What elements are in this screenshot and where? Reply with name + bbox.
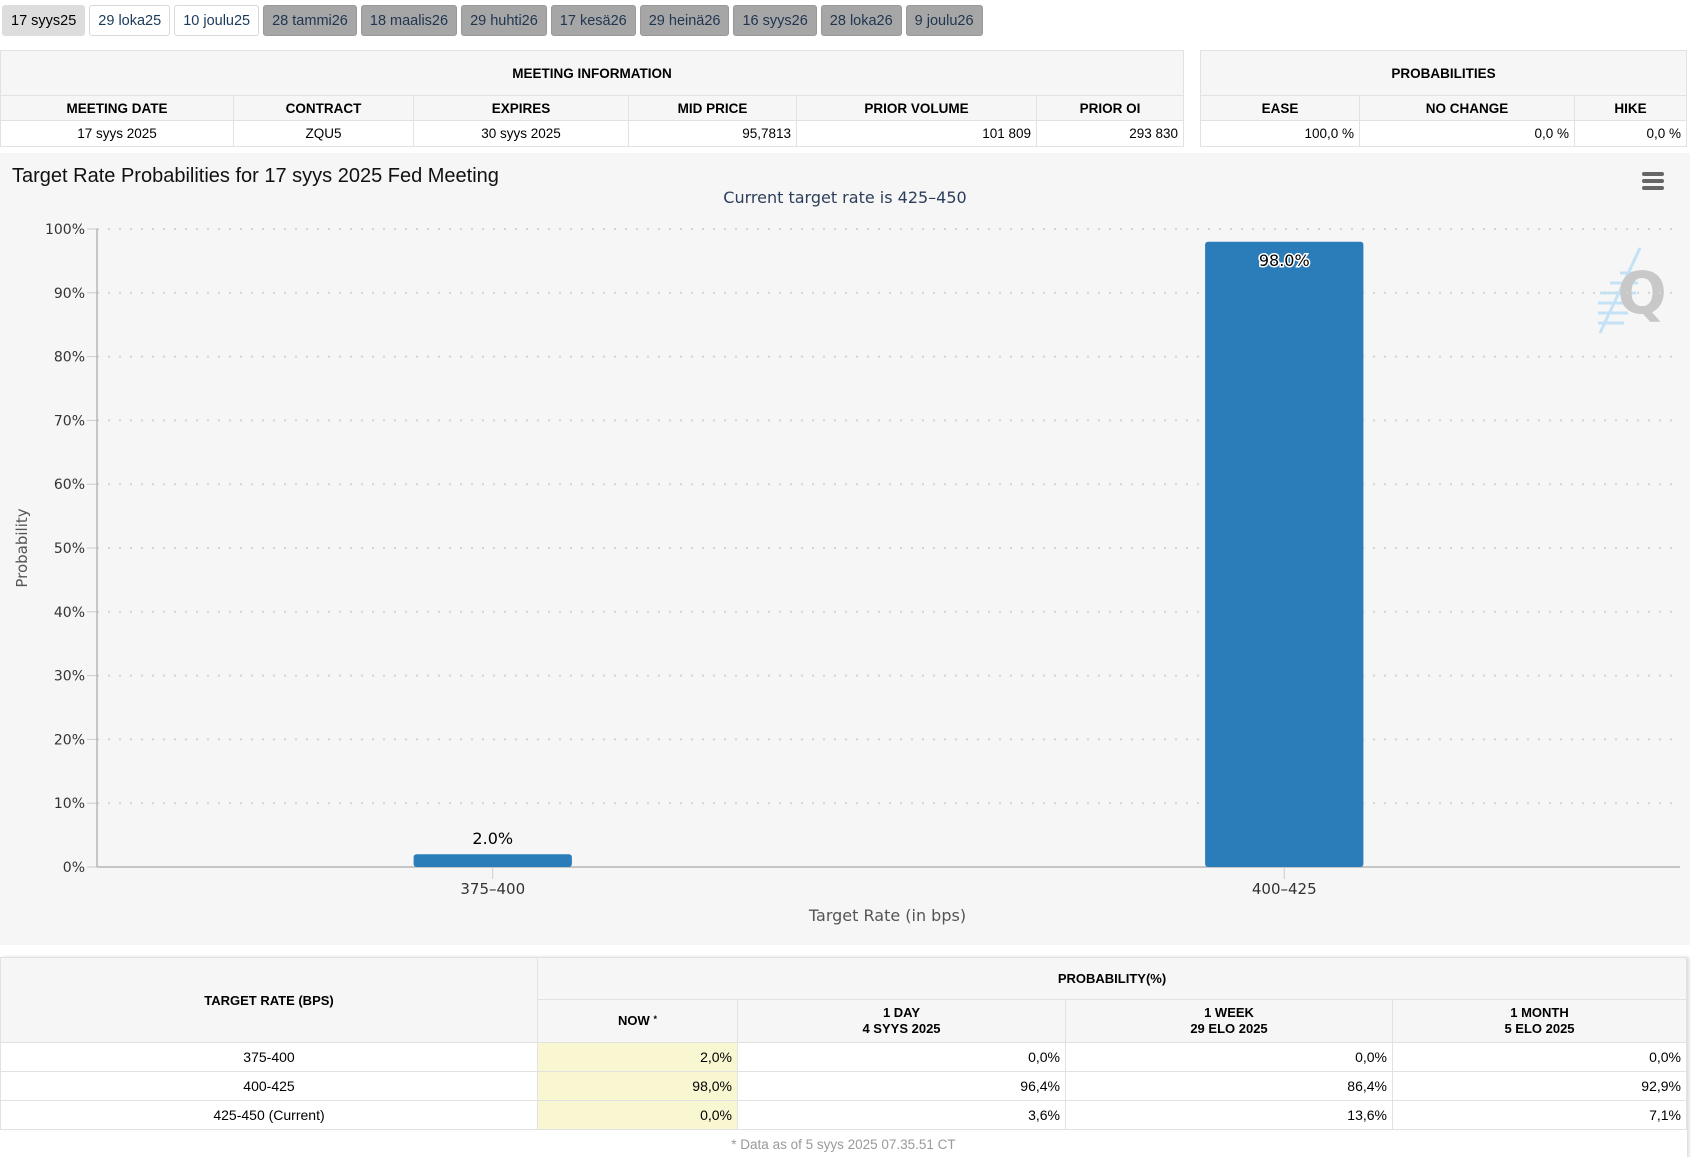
x-axis-title: Target Rate (in bps) bbox=[808, 906, 966, 925]
y-tick-label: 100% bbox=[45, 222, 85, 238]
chart-subtitle: Current target rate is 425–450 bbox=[723, 188, 966, 207]
col-header-1-day: 1 DAY 4 SYYS 2025 bbox=[737, 999, 1066, 1043]
probabilities-table: PROBABILITIES EASE NO CHANGE HIKE 100,0 … bbox=[1200, 50, 1687, 147]
meeting-information-table: MEETING INFORMATION MEETING DATE CONTRAC… bbox=[0, 50, 1184, 147]
x-tick-label: 375–400 bbox=[460, 880, 525, 898]
1-week-probability-cell: 13,6% bbox=[1065, 1100, 1393, 1130]
target-rate-chart: Target Rate Probabilities for 17 syys 20… bbox=[0, 153, 1690, 945]
chart-menu-icon[interactable] bbox=[1642, 172, 1664, 190]
tab-meeting-date[interactable]: 29 heinä26 bbox=[639, 5, 730, 36]
col-header-target-rate: TARGET RATE (BPS) bbox=[0, 957, 538, 1043]
col-header-1-week: 1 WEEK 29 ELO 2025 bbox=[1065, 999, 1393, 1043]
col-header-date: 4 SYYS 2025 bbox=[862, 1021, 941, 1036]
bar[interactable] bbox=[413, 854, 572, 867]
target-rate-probability-table: TARGET RATE (BPS) PROBABILITY(%) NOW * 1… bbox=[0, 957, 1687, 1157]
meeting-information-heading: MEETING INFORMATION bbox=[0, 50, 1184, 96]
col-header-date: 29 ELO 2025 bbox=[1190, 1021, 1268, 1036]
contract-value: ZQU5 bbox=[233, 120, 414, 147]
y-tick-label: 50% bbox=[54, 541, 85, 557]
chart-title: Target Rate Probabilities for 17 syys 20… bbox=[12, 165, 499, 187]
data-timestamp-footnote: * Data as of 5 syys 2025 07.35.51 CT bbox=[0, 1129, 1687, 1157]
col-header-now-label: NOW bbox=[618, 1013, 650, 1028]
tab-meeting-date[interactable]: 29 loka25 bbox=[89, 5, 171, 36]
mid-price-value: 95,7813 bbox=[628, 120, 797, 147]
col-header-label: 1 WEEK bbox=[1204, 1005, 1254, 1020]
tab-meeting-date[interactable]: 28 tammi26 bbox=[263, 5, 357, 36]
col-header-hike: HIKE bbox=[1574, 95, 1687, 121]
col-header-label: 1 DAY bbox=[882, 1005, 921, 1020]
col-header-1-month: 1 MONTH 5 ELO 2025 bbox=[1392, 999, 1687, 1043]
target-rate-cell: 375-400 bbox=[0, 1042, 538, 1072]
col-header-date: 5 ELO 2025 bbox=[1504, 1021, 1575, 1036]
y-tick-label: 0% bbox=[63, 860, 85, 876]
now-probability-cell: 98,0% bbox=[537, 1071, 738, 1101]
chart-plot: Current target rate is 425–450 Q 0% 10% 20… bbox=[13, 188, 1680, 925]
table-row: 375-400 2,0% 0,0% 0,0% 0,0% bbox=[0, 1042, 1687, 1072]
y-tick-label: 10% bbox=[54, 796, 85, 812]
y-tick-label: 90% bbox=[54, 286, 85, 302]
now-probability-cell: 0,0% bbox=[537, 1100, 738, 1130]
table-row: 400-425 98,0% 96,4% 86,4% 92,9% bbox=[0, 1071, 1687, 1101]
hike-value: 0,0 % bbox=[1574, 120, 1687, 147]
expires-value: 30 syys 2025 bbox=[413, 120, 629, 147]
tab-meeting-date[interactable]: 10 joulu25 bbox=[174, 5, 260, 36]
ease-value: 100,0 % bbox=[1200, 120, 1360, 147]
x-tick-label: 400–425 bbox=[1252, 880, 1317, 898]
1-day-probability-cell: 3,6% bbox=[737, 1100, 1066, 1130]
tab-meeting-date[interactable]: 17 kesä26 bbox=[550, 5, 636, 36]
tab-meeting-date[interactable]: 28 loka26 bbox=[820, 5, 902, 36]
y-tick-label: 80% bbox=[54, 350, 85, 366]
1-day-probability-cell: 96,4% bbox=[737, 1071, 1066, 1101]
tab-meeting-date[interactable]: 18 maalis26 bbox=[360, 5, 458, 36]
table-row: 425-450 (Current) 0,0% 3,6% 13,6% 7,1% bbox=[0, 1100, 1687, 1130]
col-header-prior-oi: PRIOR OI bbox=[1036, 95, 1184, 121]
bar-data-label: 2.0% bbox=[472, 829, 513, 848]
1-month-probability-cell: 7,1% bbox=[1392, 1100, 1687, 1130]
col-header-ease: EASE bbox=[1200, 95, 1360, 121]
col-header-mid-price: MID PRICE bbox=[628, 95, 797, 121]
y-tick-label: 30% bbox=[54, 669, 85, 685]
col-header-contract: CONTRACT bbox=[233, 95, 414, 121]
col-header-label: 1 MONTH bbox=[1510, 1005, 1569, 1020]
y-tick-label: 20% bbox=[54, 732, 85, 748]
1-day-probability-cell: 0,0% bbox=[737, 1042, 1066, 1072]
1-month-probability-cell: 0,0% bbox=[1392, 1042, 1687, 1072]
probabilities-heading: PROBABILITIES bbox=[1200, 50, 1687, 96]
y-axis-title: Probability bbox=[13, 508, 31, 587]
tab-meeting-date[interactable]: 16 syys26 bbox=[733, 5, 817, 36]
y-tick-label: 70% bbox=[54, 413, 85, 429]
prior-oi-value: 293 830 bbox=[1036, 120, 1184, 147]
bar-data-label: 98.0% bbox=[1259, 251, 1310, 270]
footnote-mark: * bbox=[653, 1014, 657, 1024]
tab-meeting-date[interactable]: 17 syys25 bbox=[2, 5, 86, 36]
col-header-prior-volume: PRIOR VOLUME bbox=[796, 95, 1037, 121]
1-month-probability-cell: 92,9% bbox=[1392, 1071, 1687, 1101]
logo-watermark-icon: Q bbox=[1598, 247, 1667, 334]
meeting-date-tabs: 17 syys25 29 loka25 10 joulu25 28 tammi2… bbox=[2, 5, 983, 36]
1-week-probability-cell: 86,4% bbox=[1065, 1071, 1393, 1101]
prior-volume-value: 101 809 bbox=[796, 120, 1037, 147]
1-week-probability-cell: 0,0% bbox=[1065, 1042, 1393, 1072]
col-header-now: NOW * bbox=[537, 999, 738, 1043]
no-change-value: 0,0 % bbox=[1359, 120, 1575, 147]
col-header-no-change: NO CHANGE bbox=[1359, 95, 1575, 121]
bar[interactable] bbox=[1205, 241, 1364, 867]
tab-meeting-date[interactable]: 29 huhti26 bbox=[461, 5, 547, 36]
y-tick-label: 40% bbox=[54, 605, 85, 621]
svg-text:Q: Q bbox=[1617, 259, 1666, 327]
col-header-meeting-date: MEETING DATE bbox=[0, 95, 234, 121]
target-rate-cell: 400-425 bbox=[0, 1071, 538, 1101]
y-tick-label: 60% bbox=[54, 477, 85, 493]
col-header-expires: EXPIRES bbox=[413, 95, 629, 121]
meeting-date-value: 17 syys 2025 bbox=[0, 120, 234, 147]
probability-group-heading: PROBABILITY(%) bbox=[537, 957, 1687, 1000]
tab-meeting-date[interactable]: 9 joulu26 bbox=[905, 5, 983, 36]
target-rate-cell: 425-450 (Current) bbox=[0, 1100, 538, 1130]
now-probability-cell: 2,0% bbox=[537, 1042, 738, 1072]
